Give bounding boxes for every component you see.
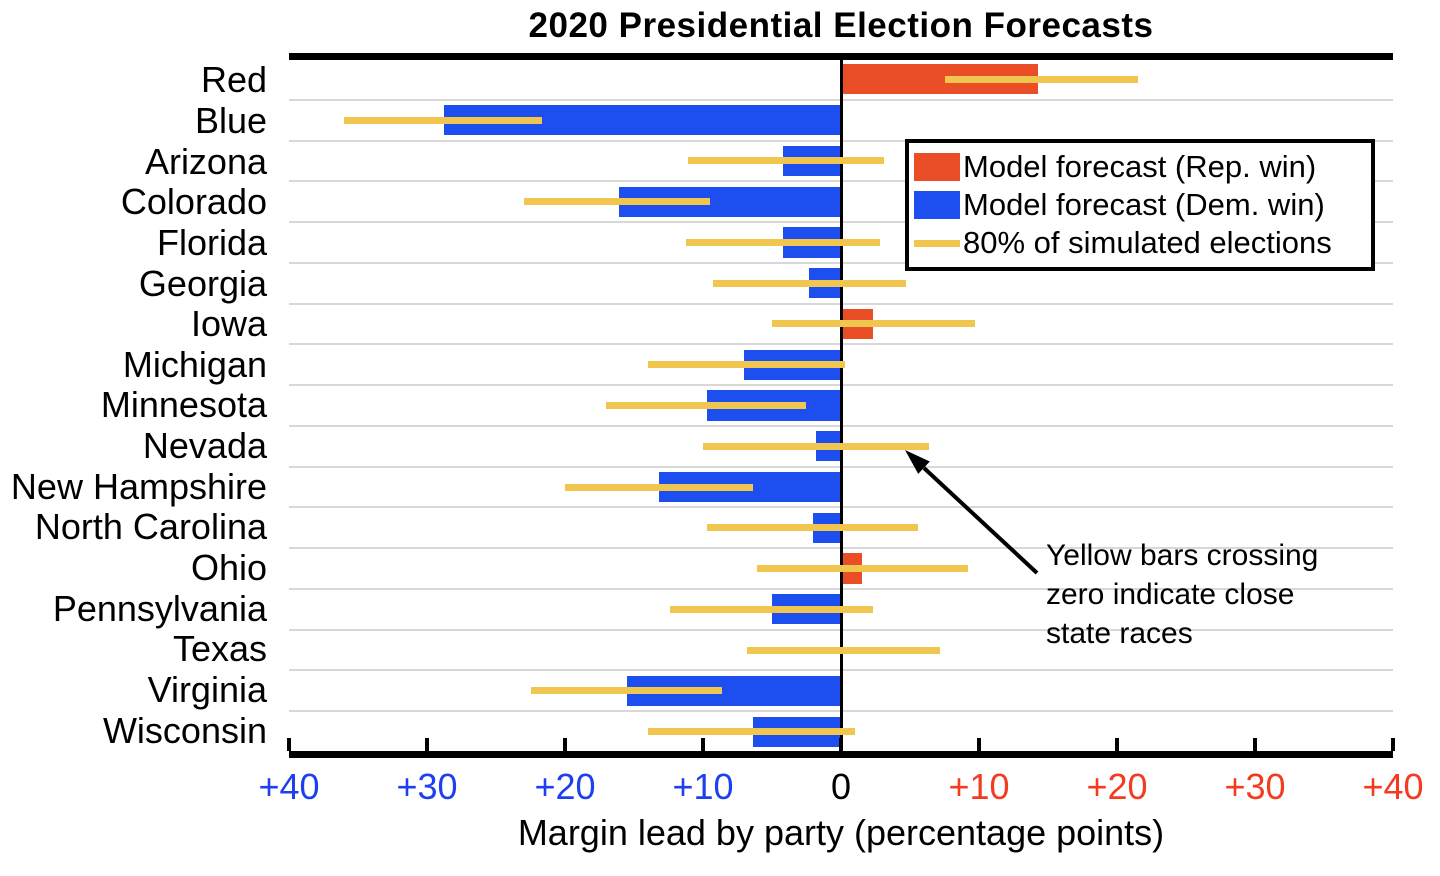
x-tick-label-rep-plus10: +10 xyxy=(948,766,1010,807)
y-axis-label-nevada: Nevada xyxy=(142,425,267,467)
x-tick-mark xyxy=(839,738,843,751)
y-axis-label-georgia: Georgia xyxy=(138,262,267,304)
x-tick-mark xyxy=(977,738,981,751)
legend-label-sim: 80% of simulated elections xyxy=(963,225,1332,260)
sim-80pct-band-new-hampshire xyxy=(565,483,753,491)
x-axis-title: Margin lead by party (percentage points) xyxy=(517,812,1165,853)
y-axis-label-arizona: Arizona xyxy=(144,140,267,182)
y-axis-label-texas: Texas xyxy=(172,628,267,670)
sim-80pct-band-florida xyxy=(686,238,880,246)
y-axis-label-michigan: Michigan xyxy=(122,343,267,385)
sim-80pct-band-nevada xyxy=(703,442,930,450)
sim-80pct-band-texas xyxy=(747,646,941,654)
x-tick-label-rep-plus30: +30 xyxy=(1224,766,1286,807)
y-axis-label-blue: Blue xyxy=(194,99,267,141)
annotation-line-3: state races xyxy=(1046,617,1193,650)
x-tick-label-dem-plus40: +40 xyxy=(258,766,320,807)
y-axis-label-iowa: Iowa xyxy=(190,303,267,345)
x-tick-mark xyxy=(1253,738,1257,751)
y-axis-labels: Red Blue Arizona Colorado Florida Georgia Iowa… xyxy=(0,60,277,751)
y-axis-label-red: Red xyxy=(200,59,267,101)
sim-80pct-band-pennsylvania xyxy=(669,605,873,613)
sim-80pct-band-virginia xyxy=(530,687,723,695)
sim-80pct-band-wisconsin xyxy=(647,728,855,736)
legend-label-dem: Model forecast (Dem. win) xyxy=(963,187,1325,222)
sim-line-swatch xyxy=(914,239,960,247)
legend-item-dem: Model forecast (Dem. win) xyxy=(914,186,1366,224)
x-tick-label-rep-plus40: +40 xyxy=(1362,766,1424,807)
dem-bar-swatch xyxy=(914,191,960,219)
annotation-line-2: zero indicate close xyxy=(1046,578,1295,611)
chart-row-wisconsin xyxy=(289,712,1393,751)
sim-80pct-band-red xyxy=(944,75,1138,83)
zero-baseline xyxy=(839,60,843,751)
x-tick-label-neutral-0: 0 xyxy=(830,766,852,807)
sim-80pct-band-blue xyxy=(344,116,542,124)
rep-bar-swatch xyxy=(914,153,960,181)
x-tick-label-rep-plus20: +20 xyxy=(1086,766,1148,807)
y-axis-label-north-carolina: North Carolina xyxy=(34,506,267,548)
sim-80pct-band-minnesota xyxy=(606,402,807,409)
y-axis-label-colorado: Colorado xyxy=(120,181,267,223)
x-tick-label-dem-plus20: +20 xyxy=(534,766,596,807)
legend-box: Model forecast (Rep. win) Model forecast… xyxy=(905,139,1375,271)
x-tick-label-dem-plus30: +30 xyxy=(396,766,458,807)
legend-item-rep: Model forecast (Rep. win) xyxy=(914,148,1366,186)
sim-80pct-band-ohio xyxy=(756,565,968,573)
x-tick-mark xyxy=(1391,738,1395,751)
sim-80pct-band-colorado xyxy=(523,198,710,206)
sim-80pct-band-north-carolina xyxy=(707,524,919,532)
x-tick-mark xyxy=(287,738,291,751)
y-axis-label-wisconsin: Wisconsin xyxy=(102,709,267,751)
sim-80pct-band-georgia xyxy=(712,279,906,287)
sim-80pct-band-michigan xyxy=(647,361,846,369)
legend-label-rep: Model forecast (Rep. win) xyxy=(963,149,1317,184)
sim-80pct-band-iowa xyxy=(772,320,975,328)
y-axis-label-minnesota: Minnesota xyxy=(100,384,267,426)
x-tick-mark xyxy=(1115,738,1119,751)
annotation-close-races: Yellow bars crossing zero indicate close… xyxy=(1046,536,1318,653)
legend-item-sim: 80% of simulated elections xyxy=(914,224,1366,262)
x-tick-label-dem-plus10: +10 xyxy=(672,766,734,807)
annotation-line-1: Yellow bars crossing xyxy=(1046,539,1319,572)
x-tick-mark xyxy=(425,738,429,751)
x-axis-tick-labels: +40 +30 +20 +10 0 +10 +20 +30 +40 xyxy=(258,766,1423,808)
y-axis-label-new-hampshire: New Hampshire xyxy=(10,465,267,507)
y-axis-label-pennsylvania: Pennsylvania xyxy=(52,587,267,629)
y-axis-label-ohio: Ohio xyxy=(190,547,267,588)
y-axis-label-virginia: Virginia xyxy=(147,668,267,710)
annotation-arrow-icon xyxy=(905,450,1039,575)
x-tick-mark xyxy=(563,738,567,751)
sim-80pct-band-arizona xyxy=(687,157,884,165)
plot-area xyxy=(287,53,1395,758)
x-tick-mark xyxy=(701,738,705,751)
y-axis-label-florida: Florida xyxy=(156,221,267,263)
chart-title: 2020 Presidential Election Forecasts xyxy=(528,6,1154,45)
